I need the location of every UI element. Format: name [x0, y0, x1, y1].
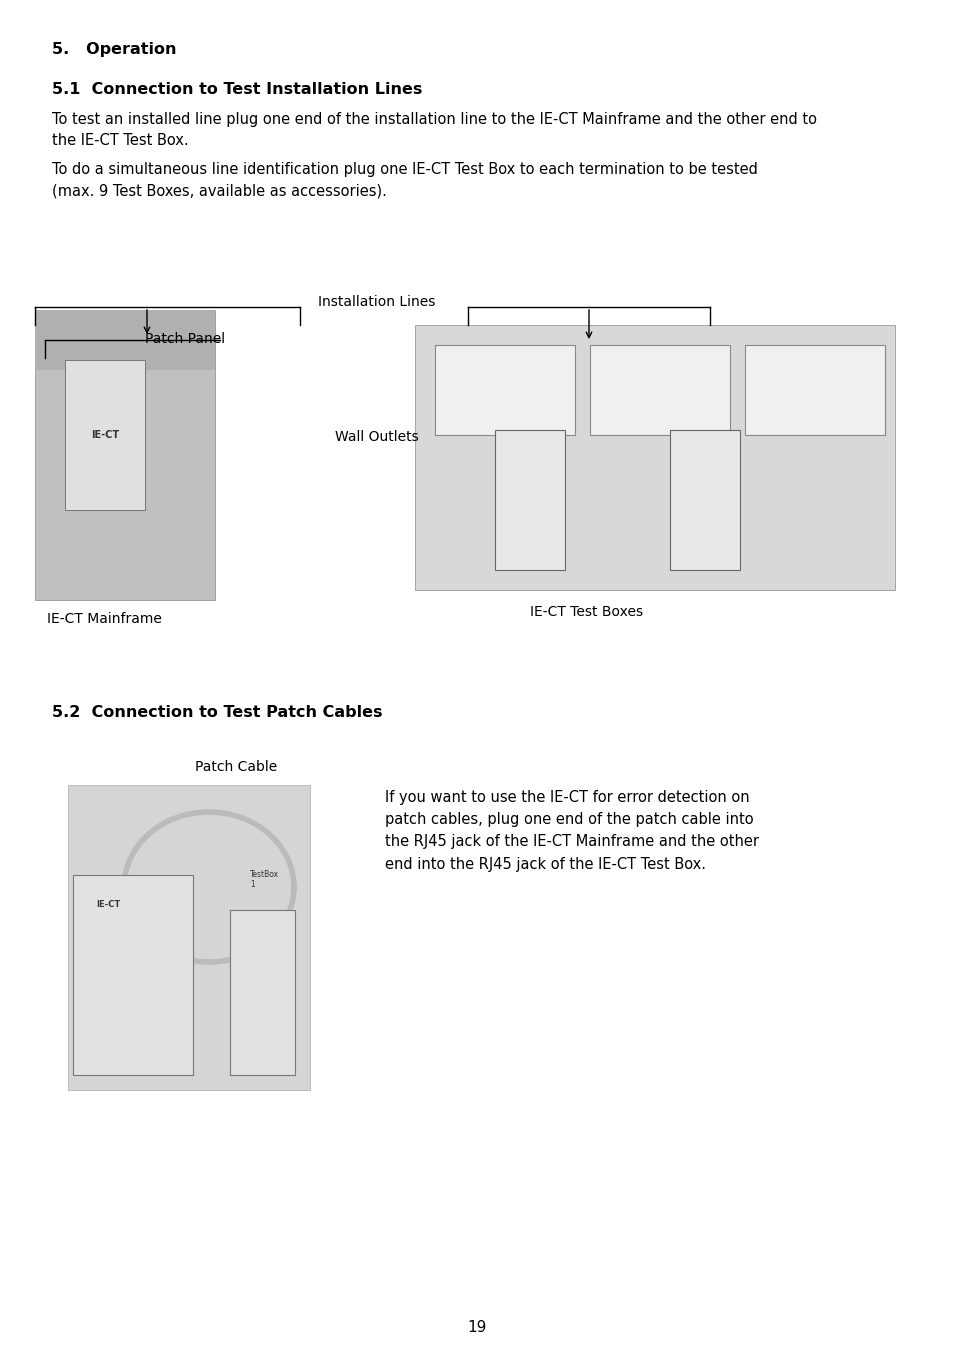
Text: Installation Lines: Installation Lines	[317, 295, 435, 309]
Bar	[589, 345, 729, 435]
Text: Patch Cable: Patch Cable	[194, 760, 277, 774]
Text: 5.2  Connection to Test Patch Cables: 5.2 Connection to Test Patch Cables	[52, 705, 382, 720]
Text: TestBox
1: TestBox 1	[250, 869, 279, 890]
Text: 5.1  Connection to Test Installation Lines: 5.1 Connection to Test Installation Line…	[52, 82, 422, 97]
Text: IE-CT: IE-CT	[96, 900, 120, 909]
Bar	[669, 430, 740, 570]
Text: 19: 19	[467, 1320, 486, 1335]
Text: If you want to use the IE-CT for error detection on
patch cables, plug one end o: If you want to use the IE-CT for error d…	[385, 790, 759, 872]
Bar	[435, 345, 575, 435]
Text: Patch Panel: Patch Panel	[145, 332, 225, 346]
Bar	[65, 360, 145, 510]
Bar	[230, 910, 294, 1074]
Bar	[35, 310, 214, 600]
Bar	[35, 310, 214, 369]
Bar	[68, 785, 310, 1091]
Text: IE-CT Mainframe: IE-CT Mainframe	[47, 612, 162, 625]
Text: IE-CT Test Boxes: IE-CT Test Boxes	[530, 605, 642, 619]
Bar	[73, 875, 193, 1074]
Text: To test an installed line plug one end of the installation line to the IE-CT Mai: To test an installed line plug one end o…	[52, 112, 816, 148]
Bar	[495, 430, 564, 570]
Bar	[415, 325, 894, 590]
Bar	[744, 345, 884, 435]
Text: Wall Outlets: Wall Outlets	[335, 430, 418, 443]
Text: 5.   Operation: 5. Operation	[52, 42, 176, 57]
Text: To do a simultaneous line identification plug one IE-CT Test Box to each termina: To do a simultaneous line identification…	[52, 162, 757, 198]
Text: IE-CT: IE-CT	[91, 430, 119, 439]
